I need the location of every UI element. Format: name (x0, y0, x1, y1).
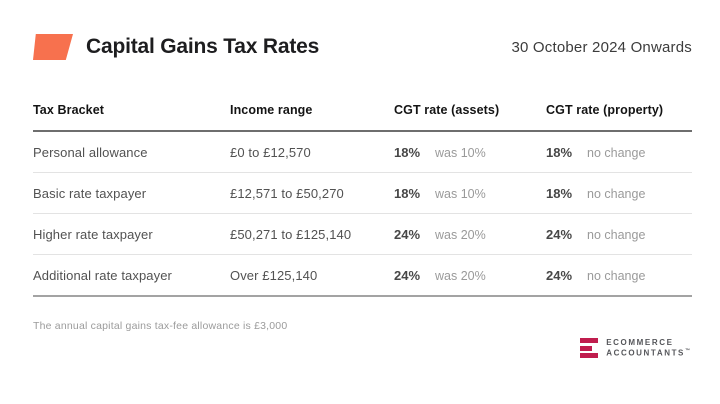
brand-bar-top (580, 338, 599, 343)
tax-rates-table: Tax Bracket Income range CGT rate (asset… (33, 103, 692, 297)
assets-rate-value: 24% (394, 267, 421, 283)
assets-rate-note: was 10% (435, 145, 486, 160)
income-range-value: £50,271 to £125,140 (230, 226, 352, 242)
property-rate-cell: 24% no change (546, 227, 692, 242)
page-title: Capital Gains Tax Rates (86, 35, 320, 58)
property-rate-value: 24% (546, 226, 573, 242)
property-rate-note: no change (587, 227, 646, 242)
table-row: Additional rate taxpayer Over £125,140 2… (33, 255, 692, 297)
property-rate-note: no change (587, 186, 646, 201)
property-rate-cell: 18% no change (546, 145, 692, 160)
bracket-label: Basic rate taxpayer (33, 185, 147, 201)
brand-bar-middle (580, 345, 593, 351)
assets-rate-value: 18% (394, 185, 421, 201)
brand-e-bars-icon (580, 338, 599, 358)
assets-rate-note: was 10% (435, 186, 486, 201)
effective-date: 30 October 2024 Onwards (511, 38, 692, 56)
income-range-value: Over £125,140 (230, 267, 318, 283)
property-rate-value: 18% (546, 185, 573, 201)
column-header-cgt-property: CGT rate (property) (546, 103, 664, 117)
allowance-footnote: The annual capital gains tax-fee allowan… (33, 320, 288, 332)
brand-line-accountants: ACCOUNTANTS™ (606, 348, 690, 358)
header: Capital Gains Tax Rates 30 October 2024 … (33, 30, 692, 64)
orange-trapezoid-icon (33, 34, 73, 60)
property-rate-cell: 24% no change (546, 268, 692, 283)
assets-rate-cell: 24% was 20% (394, 227, 546, 242)
assets-rate-cell: 18% was 10% (394, 145, 546, 160)
table-row: Basic rate taxpayer £12,571 to £50,270 1… (33, 173, 692, 214)
column-header-income-range: Income range (230, 103, 313, 117)
property-rate-cell: 18% no change (546, 186, 692, 201)
ecommerce-accountants-logo: ECOMMERCE ACCOUNTANTS™ (580, 338, 690, 358)
property-rate-value: 18% (546, 144, 573, 160)
assets-rate-note: was 20% (435, 268, 486, 283)
table-row: Personal allowance £0 to £12,570 18% was… (33, 132, 692, 173)
income-range-value: £12,571 to £50,270 (230, 185, 344, 201)
assets-rate-cell: 24% was 20% (394, 268, 546, 283)
bracket-label: Additional rate taxpayer (33, 267, 172, 283)
trademark-symbol: ™ (685, 348, 690, 355)
income-range-value: £0 to £12,570 (230, 144, 311, 160)
property-rate-note: no change (587, 145, 646, 160)
assets-rate-value: 24% (394, 226, 421, 242)
assets-rate-cell: 18% was 10% (394, 186, 546, 201)
property-rate-value: 24% (546, 267, 573, 283)
assets-rate-value: 18% (394, 144, 421, 160)
brand-bar-bottom (580, 353, 599, 358)
property-rate-note: no change (587, 268, 646, 283)
column-header-tax-bracket: Tax Bracket (33, 103, 105, 117)
bracket-label: Personal allowance (33, 144, 148, 160)
column-header-cgt-assets: CGT rate (assets) (394, 103, 500, 117)
assets-rate-note: was 20% (435, 227, 486, 242)
header-title-group: Capital Gains Tax Rates (33, 34, 319, 60)
table-header-row: Tax Bracket Income range CGT rate (asset… (33, 103, 692, 132)
table-row: Higher rate taxpayer £50,271 to £125,140… (33, 214, 692, 255)
brand-wordmark: ECOMMERCE ACCOUNTANTS™ (606, 338, 690, 358)
brand-line-ecommerce: ECOMMERCE (606, 338, 674, 348)
bracket-label: Higher rate taxpayer (33, 226, 153, 242)
